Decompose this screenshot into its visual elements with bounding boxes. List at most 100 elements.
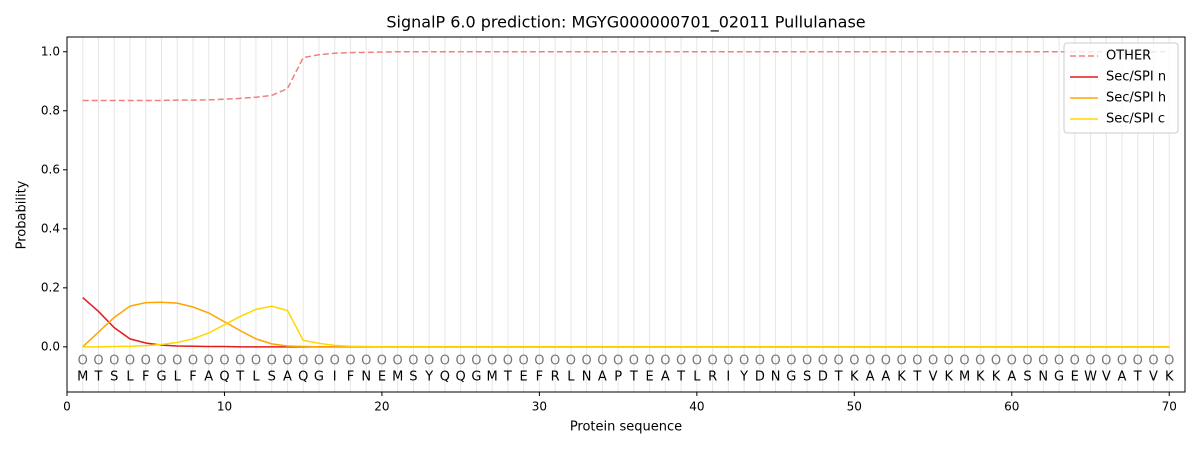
residue-label: A: [661, 370, 670, 385]
residue-label: F: [347, 370, 354, 385]
state-label: O: [912, 354, 922, 369]
state-label: O: [1038, 354, 1048, 369]
residue-label: Y: [739, 370, 748, 385]
state-label: O: [849, 354, 859, 369]
residue-label: E: [646, 370, 654, 385]
legend-label: Sec/SPI c: [1106, 112, 1165, 127]
residue-label: E: [1071, 370, 1079, 385]
y-tick-label: 0.2: [41, 280, 60, 294]
state-label: O: [251, 354, 261, 369]
residue-label: A: [598, 370, 607, 385]
residue-label: A: [283, 370, 292, 385]
state-label: O: [723, 354, 733, 369]
residue-label: R: [551, 370, 560, 385]
state-label: O: [393, 354, 403, 369]
state-label: O: [770, 354, 780, 369]
residue-label: T: [676, 370, 685, 385]
residue-label: K: [850, 370, 859, 385]
state-label: O: [833, 354, 843, 369]
state-label: O: [424, 354, 434, 369]
residue-label: Q: [456, 370, 466, 385]
series-line: [82, 297, 1170, 348]
state-label: O: [519, 354, 529, 369]
x-tick-label: 20: [374, 400, 389, 414]
residue-label: G: [786, 370, 796, 385]
residue-label: A: [1118, 370, 1127, 385]
state-label: O: [692, 354, 702, 369]
state-label: O: [204, 354, 214, 369]
residue-label: Y: [424, 370, 433, 385]
x-tick-label: 50: [847, 400, 862, 414]
residue-label: T: [94, 370, 103, 385]
residue-label: M: [487, 370, 498, 385]
series-line: [82, 301, 1170, 348]
residue-label: S: [409, 370, 417, 385]
state-label: O: [345, 354, 355, 369]
residue-label: N: [582, 370, 592, 385]
residue-label: N: [361, 370, 371, 385]
residue-label: G: [471, 370, 481, 385]
residue-label: G: [314, 370, 324, 385]
plot-frame: [66, 36, 1186, 393]
state-label: O: [739, 354, 749, 369]
residue-label: K: [976, 370, 985, 385]
y-tick-label: 0.0: [41, 339, 60, 353]
state-label: O: [991, 354, 1001, 369]
residue-label: S: [268, 370, 276, 385]
x-tick-label: 60: [1004, 400, 1019, 414]
state-label: O: [78, 354, 88, 369]
x-tick-label: 40: [689, 400, 704, 414]
state-label: O: [1070, 354, 1080, 369]
residue-label: F: [536, 370, 543, 385]
residue-label: K: [992, 370, 1001, 385]
state-label: O: [1022, 354, 1032, 369]
chart-title: SignalP 6.0 prediction: MGYG000000701_02…: [386, 13, 865, 33]
state-label: O: [172, 354, 182, 369]
residue-label: T: [235, 370, 244, 385]
x-tick-label: 0: [63, 400, 71, 414]
legend-label: Sec/SPI n: [1106, 70, 1166, 85]
residue-label: L: [126, 370, 134, 385]
state-label: O: [707, 354, 717, 369]
state-label: O: [298, 354, 308, 369]
residue-label: M: [77, 370, 88, 385]
residue-label: D: [755, 370, 765, 385]
residue-label: L: [567, 370, 575, 385]
residue-label: L: [693, 370, 701, 385]
residue-label: E: [520, 370, 528, 385]
residue-label: Q: [219, 370, 229, 385]
state-label: O: [330, 354, 340, 369]
series-line: [82, 51, 1170, 102]
state-label: O: [865, 354, 875, 369]
legend-label: Sec/SPI h: [1106, 91, 1166, 106]
y-tick-label: 1.0: [41, 44, 60, 58]
residue-label: Q: [298, 370, 308, 385]
state-label: O: [1007, 354, 1017, 369]
residue-label: V: [1102, 370, 1111, 385]
state-label: O: [975, 354, 985, 369]
state-label: O: [1164, 354, 1174, 369]
state-label: O: [1054, 354, 1064, 369]
state-label: O: [660, 354, 670, 369]
residue-label: A: [1007, 370, 1016, 385]
x-axis-label: Protein sequence: [570, 420, 682, 435]
residue-label: L: [174, 370, 182, 385]
state-label: O: [928, 354, 938, 369]
state-label: O: [597, 354, 607, 369]
residue-label: I: [726, 370, 730, 385]
x-tick-label: 30: [532, 400, 547, 414]
residue-label: K: [945, 370, 954, 385]
state-label: O: [282, 354, 292, 369]
residue-label: T: [1133, 370, 1142, 385]
x-tick-label: 70: [1162, 400, 1177, 414]
residue-label: T: [503, 370, 512, 385]
state-label: O: [471, 354, 481, 369]
state-label: O: [235, 354, 245, 369]
state-label: O: [456, 354, 466, 369]
state-label: O: [219, 354, 229, 369]
state-label: O: [156, 354, 166, 369]
legend: OTHER Sec/SPI n Sec/SPI h Sec/SPI c: [1063, 42, 1179, 134]
residue-label: N: [1038, 370, 1048, 385]
residue-label: R: [708, 370, 717, 385]
